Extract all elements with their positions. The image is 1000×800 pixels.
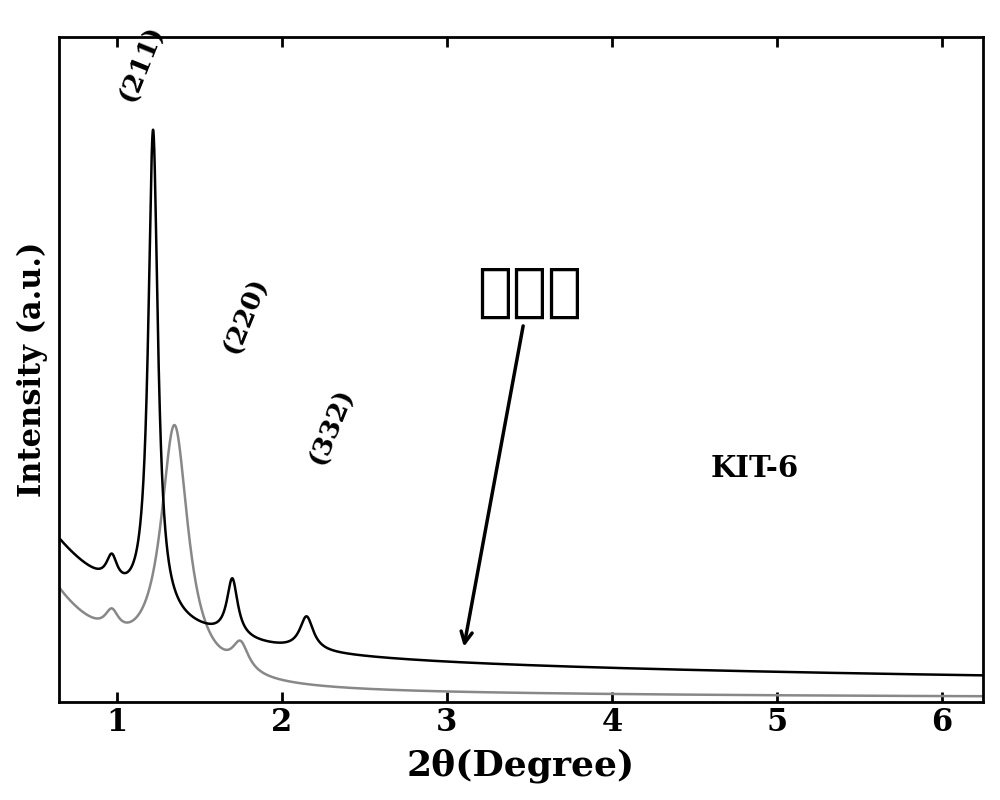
Text: (211): (211)	[115, 22, 168, 105]
Text: 实施例: 实施例	[461, 263, 582, 643]
Text: (332): (332)	[305, 385, 358, 468]
Text: KIT-6: KIT-6	[711, 454, 799, 482]
Text: (220): (220)	[219, 274, 272, 358]
Y-axis label: Intensity (a.u.): Intensity (a.u.)	[17, 242, 48, 498]
X-axis label: 2θ(Degree): 2θ(Degree)	[407, 749, 635, 783]
